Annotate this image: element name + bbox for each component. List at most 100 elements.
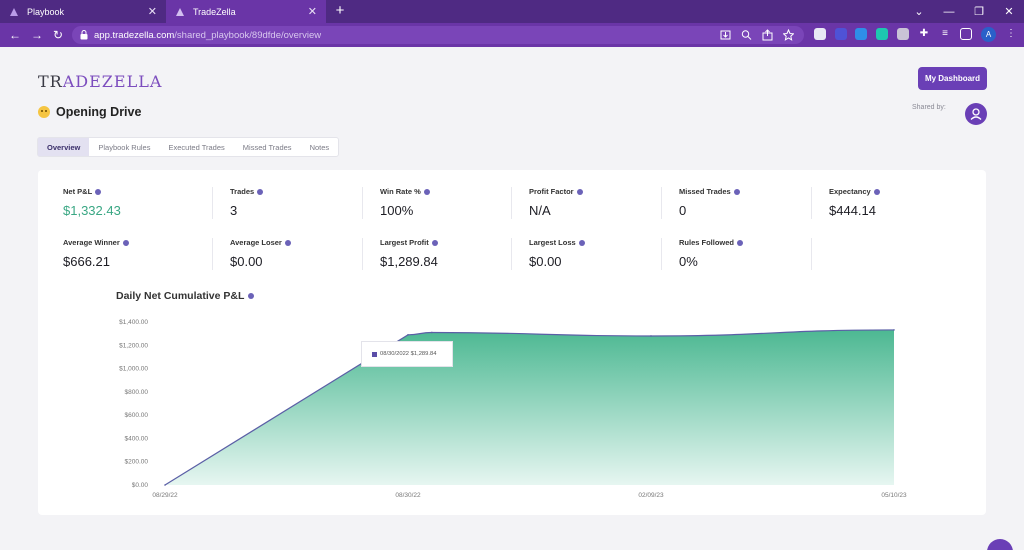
divider	[212, 238, 213, 270]
lock-icon	[80, 30, 88, 40]
url-text: app.tradezella.com/shared_playbook/89dfd…	[94, 30, 321, 41]
my-dashboard-button[interactable]: My Dashboard	[918, 67, 987, 90]
info-icon[interactable]	[578, 239, 585, 246]
info-icon[interactable]	[431, 239, 438, 246]
data-point[interactable]	[650, 335, 652, 337]
info-icon[interactable]	[423, 188, 430, 195]
divider	[661, 187, 662, 219]
data-point[interactable]	[431, 331, 433, 334]
url-host: app.tradezella.com	[94, 29, 175, 41]
stat-largest-profit: Largest Profit $1,289.84	[380, 238, 530, 284]
stat-label: Average Winner	[63, 238, 120, 247]
tab-search-chevron-icon[interactable]: ⌄	[914, 6, 924, 18]
info-icon[interactable]	[248, 293, 255, 299]
chart-title: Daily Net Cumulative P&L	[116, 290, 255, 302]
stat-net-pnl: Net P&L $1,332.43	[63, 187, 213, 233]
divider	[811, 238, 812, 270]
share-icon[interactable]	[762, 28, 773, 41]
tab-overview[interactable]: Overview	[38, 138, 90, 156]
user-avatar-icon[interactable]	[965, 103, 987, 125]
new-tab-icon[interactable]: +	[335, 2, 345, 19]
stat-value: 3	[230, 203, 238, 218]
tradezella-favicon-icon	[10, 7, 18, 16]
smiley-emoji-icon	[38, 106, 50, 118]
divider	[661, 238, 662, 270]
install-app-icon[interactable]	[720, 28, 731, 40]
extensions-puzzle-icon[interactable]: ✚	[919, 28, 929, 39]
browser-tab-tradezella[interactable]: TradeZella ✕	[166, 0, 326, 23]
tab-missed-trades[interactable]: Missed Trades	[242, 142, 292, 152]
extension-icon[interactable]	[876, 28, 888, 40]
cumulative-pnl-chart[interactable]: $1,400.00 $1,200.00 $1,000.00 $800.00 $600.0…	[38, 170, 986, 515]
reload-icon[interactable]: ↻	[52, 28, 64, 42]
close-tab-icon[interactable]: ✕	[147, 6, 157, 18]
browser-tab-bar: Playbook ✕ TradeZella ✕ + ⌄ — ❐ ✕	[0, 0, 1024, 23]
info-icon[interactable]	[737, 239, 744, 246]
y-tick-label: $200.00	[125, 459, 149, 466]
zoom-icon[interactable]	[741, 28, 752, 40]
info-icon[interactable]	[122, 239, 129, 246]
page-content: TRADEZELLA My Dashboard Opening Drive Sh…	[0, 47, 1024, 550]
tab-notes[interactable]: Notes	[309, 142, 330, 152]
stat-trades: Trades 3	[230, 187, 380, 233]
browser-profile-avatar[interactable]: A	[981, 27, 996, 42]
info-icon[interactable]	[733, 188, 740, 195]
pnl-area	[165, 329, 894, 485]
stat-largest-loss: Largest Loss $0.00	[529, 238, 679, 284]
stat-value: $0.00	[529, 254, 562, 269]
extension-icon[interactable]	[835, 28, 847, 40]
stat-value: $1,289.84	[380, 254, 438, 269]
address-bar[interactable]: app.tradezella.com/shared_playbook/89dfd…	[72, 26, 804, 44]
forward-icon[interactable]: →	[31, 28, 43, 42]
minimize-icon[interactable]: —	[943, 5, 955, 18]
bookmark-star-icon[interactable]	[782, 28, 795, 41]
stat-expectancy: Expectancy $444.14	[829, 187, 979, 233]
data-point[interactable]	[893, 329, 895, 331]
info-icon[interactable]	[873, 188, 880, 195]
extension-icon[interactable]	[897, 28, 909, 40]
divider	[362, 238, 363, 270]
restore-icon[interactable]: ❐	[974, 6, 984, 18]
logo-text-left: TR	[38, 72, 63, 91]
stat-label: Missed Trades	[679, 187, 731, 196]
divider	[511, 238, 512, 270]
x-tick-label: 05/10/23	[881, 492, 907, 499]
side-panel-icon[interactable]	[960, 28, 972, 40]
url-path: /shared_playbook/89dfde/overview	[174, 29, 322, 41]
browser-toolbar: ← → ↻ app.tradezella.com/shared_playbook…	[0, 23, 1024, 47]
info-icon[interactable]	[576, 188, 583, 195]
extension-icon[interactable]	[814, 28, 826, 40]
page-title: Opening Drive	[38, 105, 141, 119]
stat-missed-trades: Missed Trades 0	[679, 187, 829, 233]
browser-tab-playbook[interactable]: Playbook ✕	[0, 0, 166, 23]
browser-menu-icon[interactable]: ⋮	[1006, 28, 1016, 39]
close-tab-icon[interactable]: ✕	[307, 6, 317, 18]
divider	[362, 187, 363, 219]
stat-label: Net P&L	[63, 187, 93, 196]
stat-label: Trades	[230, 187, 255, 196]
reading-list-icon[interactable]: ≡	[942, 28, 948, 39]
stat-rules-followed: Rules Followed 0%	[679, 238, 829, 284]
back-icon[interactable]: ←	[9, 28, 21, 42]
x-tick-label: 02/09/23	[638, 492, 664, 499]
chat-support-button[interactable]	[987, 539, 1013, 550]
tab-label: TradeZella	[193, 6, 236, 17]
data-point[interactable]	[407, 334, 409, 336]
stat-label: Largest Loss	[529, 238, 576, 247]
info-icon[interactable]	[284, 239, 291, 246]
y-tick-label: $1,400.00	[119, 319, 148, 326]
tab-executed-trades[interactable]: Executed Trades	[168, 142, 225, 152]
stat-label: Average Loser	[230, 238, 282, 247]
data-point[interactable]	[164, 484, 166, 486]
extension-icon[interactable]	[855, 28, 867, 40]
y-tick-label: $1,200.00	[119, 342, 148, 349]
window-close-icon[interactable]: ✕	[1004, 6, 1014, 18]
divider	[212, 187, 213, 219]
stat-profit-factor: Profit Factor N/A	[529, 187, 679, 233]
tooltip-value: $1,289.84	[410, 351, 437, 357]
tab-playbook-rules[interactable]: Playbook Rules	[98, 142, 151, 152]
info-icon[interactable]	[95, 188, 102, 195]
stat-win-rate: Win Rate % 100%	[380, 187, 530, 233]
divider	[811, 187, 812, 219]
info-icon[interactable]	[257, 188, 264, 195]
